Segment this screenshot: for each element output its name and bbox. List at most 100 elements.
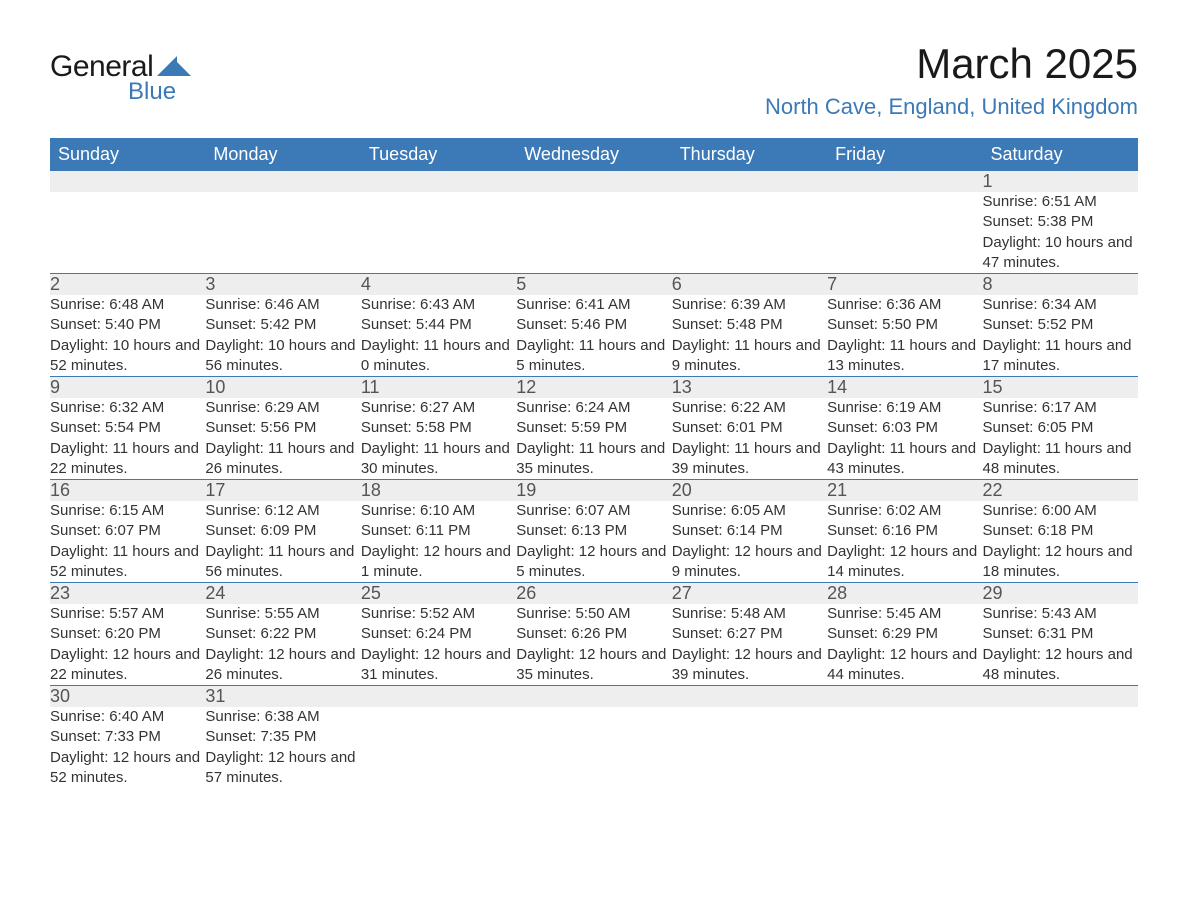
day-number-cell	[50, 171, 205, 192]
day-number-cell	[516, 171, 671, 192]
day-number-cell: 9	[50, 377, 205, 399]
sunrise-text: Sunrise: 6:51 AM	[983, 192, 1138, 212]
day-content-cell	[672, 707, 827, 788]
sunrise-text: Sunrise: 6:22 AM	[672, 398, 827, 418]
daylight-text: Daylight: 12 hours and 22 minutes.	[50, 645, 205, 686]
day-content-cell: Sunrise: 5:55 AMSunset: 6:22 PMDaylight:…	[205, 604, 360, 686]
sunset-text: Sunset: 6:16 PM	[827, 521, 982, 541]
day-content-row: Sunrise: 6:15 AMSunset: 6:07 PMDaylight:…	[50, 501, 1138, 583]
day-content-cell	[672, 192, 827, 274]
day-content-cell: Sunrise: 6:00 AMSunset: 6:18 PMDaylight:…	[983, 501, 1138, 583]
day-content-cell: Sunrise: 6:46 AMSunset: 5:42 PMDaylight:…	[205, 295, 360, 377]
daylight-text: Daylight: 10 hours and 56 minutes.	[205, 336, 360, 377]
sunrise-text: Sunrise: 6:27 AM	[361, 398, 516, 418]
day-number-row: 3031	[50, 686, 1138, 708]
weekday-header: Tuesday	[361, 138, 516, 171]
daylight-text: Daylight: 12 hours and 57 minutes.	[205, 748, 360, 789]
day-content-cell: Sunrise: 6:27 AMSunset: 5:58 PMDaylight:…	[361, 398, 516, 480]
day-number-row: 23242526272829	[50, 583, 1138, 605]
day-number-cell	[516, 686, 671, 708]
day-number-cell: 30	[50, 686, 205, 708]
sunrise-text: Sunrise: 5:48 AM	[672, 604, 827, 624]
daylight-text: Daylight: 12 hours and 48 minutes.	[983, 645, 1138, 686]
day-content-cell: Sunrise: 6:51 AMSunset: 5:38 PMDaylight:…	[983, 192, 1138, 274]
day-content-cell: Sunrise: 5:43 AMSunset: 6:31 PMDaylight:…	[983, 604, 1138, 686]
day-content-cell: Sunrise: 5:50 AMSunset: 6:26 PMDaylight:…	[516, 604, 671, 686]
day-content-cell	[361, 707, 516, 788]
sunset-text: Sunset: 5:44 PM	[361, 315, 516, 335]
weekday-header: Friday	[827, 138, 982, 171]
daylight-text: Daylight: 11 hours and 43 minutes.	[827, 439, 982, 480]
day-number-cell: 4	[361, 274, 516, 296]
daylight-text: Daylight: 11 hours and 56 minutes.	[205, 542, 360, 583]
sunrise-text: Sunrise: 5:50 AM	[516, 604, 671, 624]
sunrise-text: Sunrise: 6:34 AM	[983, 295, 1138, 315]
sunset-text: Sunset: 5:59 PM	[516, 418, 671, 438]
day-number-cell: 6	[672, 274, 827, 296]
sunrise-text: Sunrise: 6:17 AM	[983, 398, 1138, 418]
day-content-cell	[361, 192, 516, 274]
day-number-row: 1	[50, 171, 1138, 192]
day-content-cell	[983, 707, 1138, 788]
daylight-text: Daylight: 12 hours and 14 minutes.	[827, 542, 982, 583]
daylight-text: Daylight: 12 hours and 9 minutes.	[672, 542, 827, 583]
daylight-text: Daylight: 11 hours and 17 minutes.	[983, 336, 1138, 377]
sunrise-text: Sunrise: 6:40 AM	[50, 707, 205, 727]
title-block: March 2025 North Cave, England, United K…	[765, 40, 1138, 120]
calendar-header-row: SundayMondayTuesdayWednesdayThursdayFrid…	[50, 138, 1138, 171]
day-number-cell: 20	[672, 480, 827, 502]
sunrise-text: Sunrise: 6:41 AM	[516, 295, 671, 315]
day-content-cell: Sunrise: 6:10 AMSunset: 6:11 PMDaylight:…	[361, 501, 516, 583]
sunset-text: Sunset: 6:03 PM	[827, 418, 982, 438]
day-content-row: Sunrise: 6:32 AMSunset: 5:54 PM Daylight:…	[50, 398, 1138, 480]
day-number-cell	[672, 686, 827, 708]
day-content-cell: Sunrise: 6:38 AMSunset: 7:35 PMDaylight:…	[205, 707, 360, 788]
sunset-text: Sunset: 5:42 PM	[205, 315, 360, 335]
daylight-text: Daylight: 12 hours and 26 minutes.	[205, 645, 360, 686]
day-number-cell	[205, 171, 360, 192]
day-number-cell: 13	[672, 377, 827, 399]
day-content-cell: Sunrise: 6:41 AMSunset: 5:46 PMDaylight:…	[516, 295, 671, 377]
sunset-text: Sunset: 6:14 PM	[672, 521, 827, 541]
weekday-header: Monday	[205, 138, 360, 171]
logo: General Blue	[50, 40, 191, 106]
sunrise-text: Sunrise: 6:48 AM	[50, 295, 205, 315]
day-content-cell	[205, 192, 360, 274]
daylight-text: Daylight: 12 hours and 1 minute.	[361, 542, 516, 583]
day-content-cell: Sunrise: 5:57 AMSunset: 6:20 PMDaylight:…	[50, 604, 205, 686]
sunset-text: Sunset: 5:56 PM	[205, 418, 360, 438]
day-number-cell: 23	[50, 583, 205, 605]
day-content-cell	[50, 192, 205, 274]
day-number-cell: 18	[361, 480, 516, 502]
day-number-row: 2345678	[50, 274, 1138, 296]
day-number-cell: 17	[205, 480, 360, 502]
sunset-text: Sunset: 5:58 PM	[361, 418, 516, 438]
sunset-text: Sunset: 5:52 PM	[983, 315, 1138, 335]
sunrise-text: Sunrise: 6:19 AM	[827, 398, 982, 418]
day-number-cell	[827, 686, 982, 708]
weekday-header: Sunday	[50, 138, 205, 171]
daylight-text: Daylight: 11 hours and 0 minutes.	[361, 336, 516, 377]
day-content-cell: Sunrise: 6:07 AMSunset: 6:13 PMDaylight:…	[516, 501, 671, 583]
sunrise-text: Sunrise: 6:07 AM	[516, 501, 671, 521]
day-number-cell: 10	[205, 377, 360, 399]
sunrise-text: Sunrise: 6:32 AM	[50, 398, 205, 418]
day-number-cell: 12	[516, 377, 671, 399]
weekday-header: Wednesday	[516, 138, 671, 171]
day-number-cell: 26	[516, 583, 671, 605]
day-number-cell	[361, 686, 516, 708]
daylight-text: Daylight: 11 hours and 30 minutes.	[361, 439, 516, 480]
day-content-cell	[827, 192, 982, 274]
daylight-text: Daylight: 12 hours and 31 minutes.	[361, 645, 516, 686]
day-content-cell: Sunrise: 6:29 AMSunset: 5:56 PMDaylight:…	[205, 398, 360, 480]
day-content-cell: Sunrise: 5:48 AMSunset: 6:27 PMDaylight:…	[672, 604, 827, 686]
logo-text-blue: Blue	[128, 78, 176, 106]
day-number-cell: 14	[827, 377, 982, 399]
day-content-cell	[827, 707, 982, 788]
sunset-text: Sunset: 5:54 PM	[50, 418, 205, 438]
sunset-text: Sunset: 5:48 PM	[672, 315, 827, 335]
day-content-cell: Sunrise: 6:34 AMSunset: 5:52 PMDaylight:…	[983, 295, 1138, 377]
day-content-cell: Sunrise: 6:24 AMSunset: 5:59 PMDaylight:…	[516, 398, 671, 480]
day-content-cell: Sunrise: 6:22 AMSunset: 6:01 PMDaylight:…	[672, 398, 827, 480]
day-content-cell: Sunrise: 6:17 AMSunset: 6:05 PMDaylight:…	[983, 398, 1138, 480]
